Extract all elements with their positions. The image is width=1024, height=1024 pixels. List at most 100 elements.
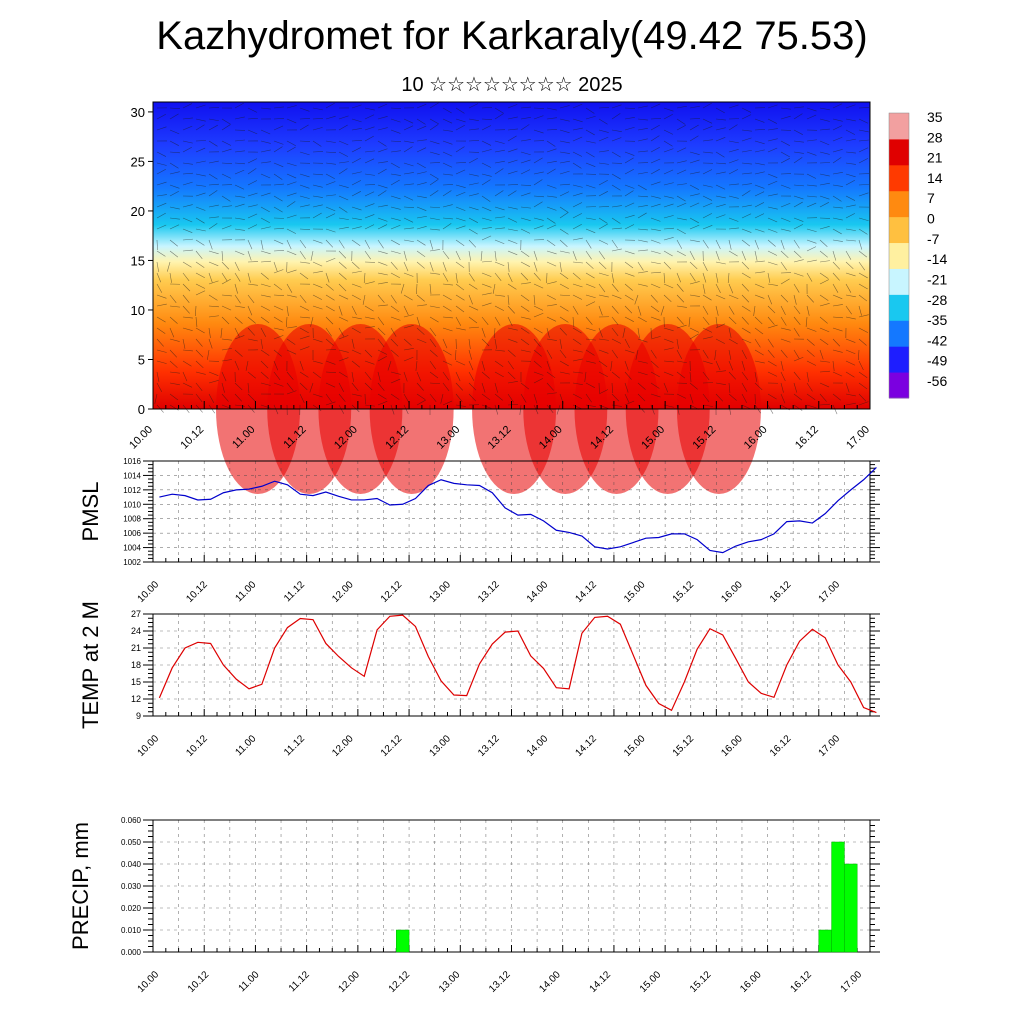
colorbar-label: 14 bbox=[927, 170, 943, 186]
y-tick-label: 1002 bbox=[123, 558, 141, 567]
colorbar-label: 21 bbox=[927, 150, 943, 166]
colorbar-swatch bbox=[889, 190, 909, 218]
x-tick-label: 12.00 bbox=[337, 969, 363, 995]
y-axis-title: TEMP at 2 M bbox=[78, 601, 103, 729]
y-tick-label: 24 bbox=[131, 626, 141, 636]
precipitation-panel: 0.000 0.010 0.020 0.030 0.040 0.050 0.060 PRECI… bbox=[68, 816, 880, 995]
colorbar-swatch bbox=[889, 113, 909, 140]
y-tick-label: 5 bbox=[138, 352, 145, 367]
x-tick-label: 11.00 bbox=[233, 579, 258, 604]
precip-bar bbox=[396, 929, 410, 953]
x-tick-label: 15.00 bbox=[638, 969, 664, 995]
colorbar-label: 7 bbox=[927, 190, 935, 206]
x-tick-label: 15.12 bbox=[671, 579, 697, 605]
y-tick-label: 1014 bbox=[123, 471, 141, 480]
y-tick-label: 20 bbox=[131, 204, 145, 219]
colorbar-label: -35 bbox=[927, 312, 947, 328]
x-tick-label: 12.12 bbox=[387, 969, 413, 995]
y-tick-label: 1012 bbox=[123, 486, 141, 495]
x-tick-label: 15.12 bbox=[671, 733, 697, 759]
x-tick-label: 11.12 bbox=[287, 969, 312, 994]
x-tick-label: 14.00 bbox=[525, 733, 551, 759]
colorbar-swatch bbox=[889, 268, 909, 295]
x-tick-label: 16.00 bbox=[738, 969, 764, 995]
colorbar-swatch bbox=[889, 320, 909, 347]
page-title: Kazhydromet for Karkaraly(49.42 75.53) bbox=[156, 14, 868, 58]
x-tick-label: 16.12 bbox=[793, 424, 821, 452]
x-tick-label: 10.12 bbox=[178, 424, 206, 452]
x-tick-label: 14.12 bbox=[573, 733, 599, 759]
x-tick-label: 16.12 bbox=[768, 733, 794, 759]
x-tick-label: 17.00 bbox=[817, 579, 843, 605]
y-tick-label: 12 bbox=[131, 694, 141, 704]
y-axis-title: PMSL bbox=[78, 482, 103, 542]
colorbar-swatch bbox=[889, 372, 909, 399]
pmsl-panel: 1002 1004 1006 1008 1010 1012 1014 1016 PMSL 10.0… bbox=[78, 457, 880, 605]
x-tick-label: 12.12 bbox=[379, 579, 405, 605]
y-tick-label: 1008 bbox=[123, 515, 141, 524]
y-tick-label: 1006 bbox=[123, 529, 141, 538]
colorbar-label: 28 bbox=[927, 129, 943, 145]
x-tick-label: 12.12 bbox=[379, 733, 405, 759]
x-tick-label: 15.00 bbox=[622, 733, 648, 759]
pmsl-series-line bbox=[159, 467, 877, 554]
x-tick-label: 15.12 bbox=[688, 969, 714, 995]
x-tick-label: 10.00 bbox=[136, 733, 162, 759]
colorbar-label: -14 bbox=[927, 251, 947, 267]
x-tick-label: 14.12 bbox=[588, 969, 614, 995]
page-subtitle: 10 ☆☆☆☆☆☆☆☆ 2025 bbox=[401, 74, 623, 96]
y-tick-label: 0.050 bbox=[121, 838, 142, 847]
y-tick-label: 27 bbox=[131, 609, 141, 619]
y-tick-label: 15 bbox=[131, 677, 141, 687]
grid bbox=[152, 819, 871, 953]
colorbar-label: -49 bbox=[927, 353, 947, 369]
y-tick-label: 1016 bbox=[123, 457, 141, 466]
y-tick-label: 10 bbox=[131, 303, 145, 318]
x-tick-label: 13.12 bbox=[487, 969, 513, 995]
colorbar-swatch bbox=[889, 242, 909, 269]
x-tick-label: 14.00 bbox=[537, 969, 563, 995]
x-tick-label: 11.12 bbox=[282, 733, 307, 758]
y-tick-label: 1004 bbox=[123, 544, 141, 553]
x-tick-label: 17.00 bbox=[839, 969, 865, 995]
x-tick-label: 11.00 bbox=[237, 969, 262, 994]
y-tick-label: 21 bbox=[131, 643, 141, 653]
wind-barbs bbox=[154, 102, 870, 416]
x-tick-label: 11.00 bbox=[233, 733, 258, 758]
colorbar-swatch bbox=[889, 294, 909, 321]
x-tick-label: 13.12 bbox=[476, 579, 502, 605]
y-tick-label: 0.010 bbox=[121, 926, 142, 935]
x-tick-label: 13.00 bbox=[428, 579, 454, 605]
y-tick-label: 0.040 bbox=[121, 860, 142, 869]
x-tick-label: 16.00 bbox=[719, 733, 745, 759]
y-tick-label: 30 bbox=[131, 105, 145, 120]
precip-bar bbox=[818, 929, 832, 953]
temperature-series-line bbox=[158, 614, 877, 714]
colorbar-label: 35 bbox=[927, 109, 943, 125]
y-tick-label: 9 bbox=[136, 711, 141, 721]
temperature-panel: 9 12 15 18 21 24 27 TEMP at 2 M 10.00 10.12 11.00 1… bbox=[78, 601, 880, 759]
colorbar-frame bbox=[888, 112, 910, 399]
colorbar-label: -28 bbox=[927, 292, 947, 308]
y-tick-label: 15 bbox=[131, 253, 145, 268]
x-tick-label: 13.00 bbox=[437, 969, 463, 995]
x-tick-label: 14.12 bbox=[573, 579, 599, 605]
x-tick-label: 12.00 bbox=[330, 579, 356, 605]
colorbar-swatch bbox=[889, 164, 909, 192]
precip-bar bbox=[844, 863, 858, 953]
x-tick-label: 10.00 bbox=[127, 424, 155, 452]
x-tick-label: 14.00 bbox=[525, 579, 551, 605]
y-tick-label: 25 bbox=[131, 154, 145, 169]
colorbar-label: -42 bbox=[927, 332, 947, 348]
y-tick-label: 0.060 bbox=[121, 816, 142, 825]
colorbar-swatch bbox=[889, 346, 909, 373]
colorbar-swatch bbox=[889, 216, 909, 244]
x-tick-label: 13.00 bbox=[428, 733, 454, 759]
x-tick-label: 13.12 bbox=[476, 733, 502, 759]
x-tick-label: 10.00 bbox=[136, 579, 162, 605]
y-axis-title: PRECIP, mm bbox=[68, 822, 93, 950]
x-tick-label: 16.12 bbox=[788, 969, 814, 995]
colorbar-label: -21 bbox=[927, 271, 947, 287]
